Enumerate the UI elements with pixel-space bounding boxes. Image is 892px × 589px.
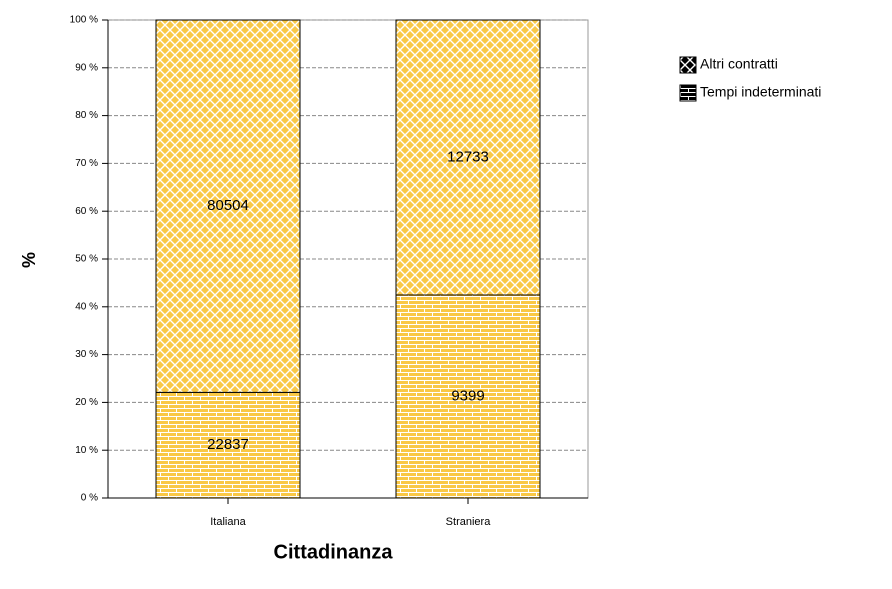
y-tick-label: 90 % [75, 62, 98, 73]
y-tick-label: 80 % [75, 110, 98, 121]
y-tick-label: 100 % [70, 15, 98, 26]
y-tick-label: 40 % [75, 301, 98, 312]
y-tick-label: 0 % [81, 493, 98, 504]
legend-label: Altri contratti [700, 56, 778, 72]
y-tick-label: 70 % [75, 158, 98, 169]
y-tick-label: 30 % [75, 349, 98, 360]
data-label: 80504 [207, 197, 249, 214]
bar-segment [395, 294, 541, 499]
data-label: 22837 [207, 436, 249, 453]
bar-segment [155, 19, 301, 393]
legend-swatch [679, 56, 697, 74]
x-axis-label: Cittadinanza [274, 541, 394, 563]
bar-segment [395, 19, 541, 296]
bar-segment [155, 391, 301, 499]
legend-label: Tempi indeterminati [700, 84, 821, 100]
y-axis-label: % [19, 252, 39, 268]
y-tick-label: 50 % [75, 254, 98, 265]
data-label: 9399 [451, 387, 484, 404]
x-tick-label: Italiana [210, 516, 246, 528]
data-label: 12733 [447, 148, 489, 165]
y-tick-label: 20 % [75, 397, 98, 408]
x-tick-label: Straniera [446, 516, 492, 528]
y-tick-label: 10 % [75, 445, 98, 456]
legend-swatch [679, 84, 697, 102]
y-tick-label: 60 % [75, 206, 98, 217]
